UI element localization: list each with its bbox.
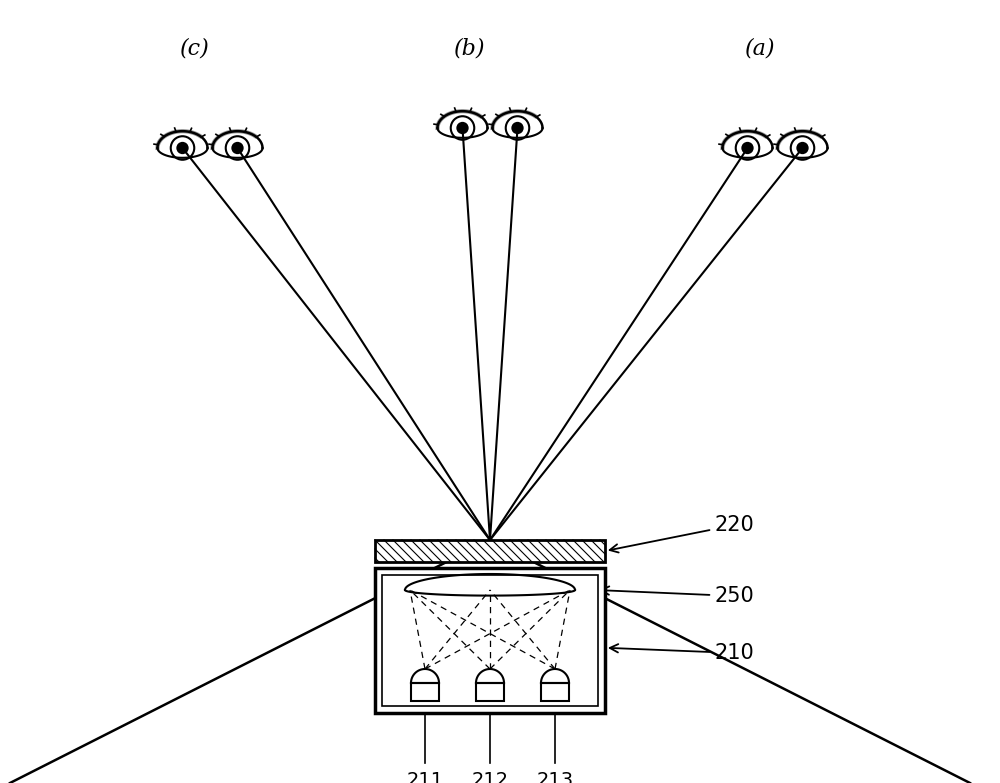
Circle shape xyxy=(456,122,469,134)
Text: 250: 250 xyxy=(601,586,755,606)
Circle shape xyxy=(511,122,524,134)
Bar xyxy=(382,575,598,706)
Bar xyxy=(375,568,605,713)
Circle shape xyxy=(176,142,189,154)
Text: (c): (c) xyxy=(180,38,210,60)
Text: (a): (a) xyxy=(745,38,775,60)
Bar xyxy=(411,683,439,701)
Text: 212: 212 xyxy=(471,771,509,783)
Bar xyxy=(476,683,504,701)
Text: 210: 210 xyxy=(610,643,755,663)
Circle shape xyxy=(796,142,809,154)
Bar xyxy=(375,540,605,562)
Circle shape xyxy=(231,142,244,154)
Text: (b): (b) xyxy=(454,38,486,60)
Circle shape xyxy=(741,142,754,154)
Text: 211: 211 xyxy=(406,771,444,783)
Text: 213: 213 xyxy=(536,771,574,783)
Bar xyxy=(541,683,569,701)
Text: 220: 220 xyxy=(610,515,755,553)
